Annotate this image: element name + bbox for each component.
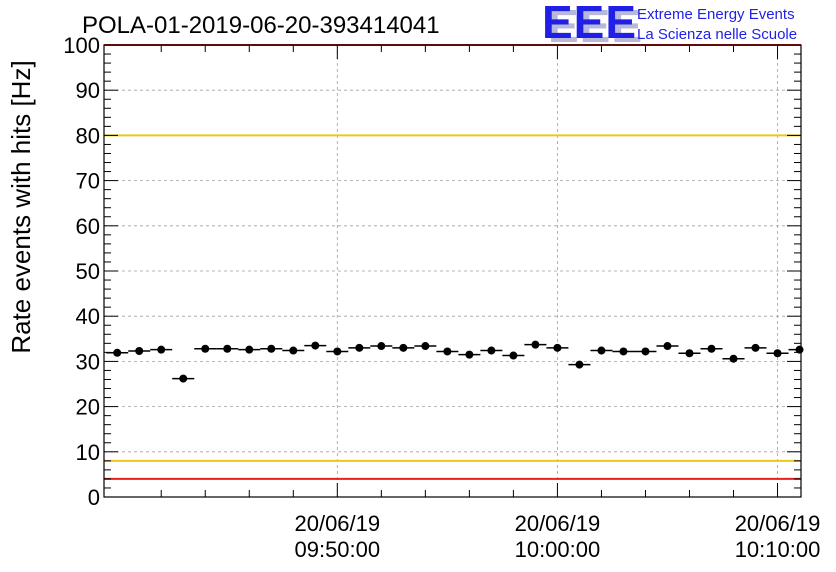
data-point — [707, 344, 716, 353]
data-point — [113, 348, 122, 357]
eee-logo: EEE EEE Extreme Energy Events La Scienza… — [542, 0, 797, 52]
data-point — [245, 345, 254, 354]
data-point — [377, 342, 386, 351]
data-point — [135, 347, 144, 356]
y-tick-label: 80 — [76, 123, 100, 148]
data-point — [795, 345, 804, 354]
y-tick-label: 50 — [76, 259, 100, 284]
data-point — [223, 344, 232, 353]
axis-ticks — [104, 44, 801, 498]
data-point — [531, 340, 540, 349]
data-point — [465, 350, 474, 359]
y-tick-label: 0 — [88, 485, 100, 510]
y-tick-label: 90 — [76, 78, 100, 103]
chart-title: POLA-01-2019-06-20-393414041 — [82, 12, 440, 39]
eee-logo-shadow: EEE — [548, 0, 643, 52]
data-point — [179, 374, 188, 383]
reference-lines — [104, 44, 801, 480]
data-point — [773, 349, 782, 358]
x-tick-label-time: 10:10:00 — [735, 537, 821, 562]
eee-logo-line2: La Scienza nelle Scuole — [637, 26, 797, 43]
x-tick-label-date: 20/06/19 — [294, 511, 380, 536]
x-tick-label-time: 10:00:00 — [515, 537, 601, 562]
data-point — [201, 344, 210, 353]
data-point — [333, 347, 342, 356]
data-point — [267, 344, 276, 353]
data-point — [575, 360, 584, 369]
y-tick-label: 100 — [63, 33, 100, 58]
data-point — [443, 347, 452, 356]
tick-labels: 010203040506070809010020/06/1909:50:0020… — [63, 33, 820, 562]
data-point — [157, 345, 166, 354]
data-point — [751, 343, 760, 352]
grid-layer — [104, 45, 801, 497]
data-point — [399, 343, 408, 352]
data-point — [729, 354, 738, 363]
x-tick-label-date: 20/06/19 — [515, 511, 601, 536]
eee-logo-line1: Extreme Energy Events — [637, 6, 795, 23]
data-point — [597, 346, 606, 355]
data-point — [421, 342, 430, 351]
y-tick-label: 70 — [76, 169, 100, 194]
y-tick-label: 60 — [76, 214, 100, 239]
data-point — [663, 342, 672, 351]
data-point — [509, 351, 518, 360]
plot-frame — [103, 44, 802, 498]
data-point — [487, 346, 496, 355]
x-tick-label-time: 09:50:00 — [294, 537, 380, 562]
data-point — [289, 346, 298, 355]
data-point — [355, 343, 364, 352]
data-point — [641, 347, 650, 356]
eee-logo-text: EEE — [542, 0, 637, 48]
data-point — [685, 349, 694, 358]
data-point — [311, 341, 320, 350]
y-tick-label: 10 — [76, 440, 100, 465]
y-tick-label: 30 — [76, 349, 100, 374]
data-point — [619, 347, 628, 356]
x-tick-label-date: 20/06/19 — [735, 511, 821, 536]
y-axis-label: Rate events with hits [Hz] — [6, 60, 36, 353]
y-tick-label: 20 — [76, 395, 100, 420]
data-points — [106, 340, 804, 383]
y-tick-label: 40 — [76, 304, 100, 329]
data-point — [553, 343, 562, 352]
